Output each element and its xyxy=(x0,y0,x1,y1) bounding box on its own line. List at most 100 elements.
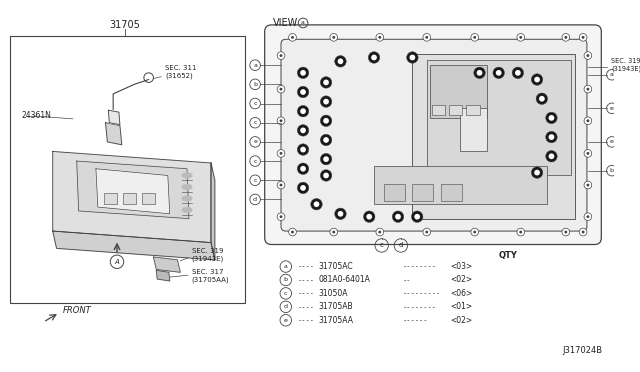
Text: d: d xyxy=(253,197,257,202)
Text: 31050A: 31050A xyxy=(319,289,348,298)
Bar xyxy=(10,36,244,303)
Circle shape xyxy=(376,33,383,41)
Polygon shape xyxy=(77,161,189,219)
Circle shape xyxy=(474,67,485,78)
Circle shape xyxy=(493,67,504,78)
Text: ----: ---- xyxy=(298,317,314,323)
Circle shape xyxy=(412,211,423,222)
Bar xyxy=(466,105,479,115)
Circle shape xyxy=(586,54,589,57)
Circle shape xyxy=(311,199,322,210)
Text: ---------: --------- xyxy=(403,291,441,296)
Polygon shape xyxy=(108,110,120,125)
Circle shape xyxy=(548,134,554,140)
Circle shape xyxy=(280,54,282,57)
Circle shape xyxy=(584,150,592,157)
FancyBboxPatch shape xyxy=(281,39,587,231)
Circle shape xyxy=(477,70,483,76)
Bar xyxy=(123,193,136,204)
Circle shape xyxy=(364,211,375,222)
Circle shape xyxy=(332,36,335,39)
Text: A: A xyxy=(115,259,120,265)
Circle shape xyxy=(564,36,567,39)
Circle shape xyxy=(368,52,380,63)
Ellipse shape xyxy=(182,173,192,178)
Polygon shape xyxy=(106,123,122,145)
Text: c: c xyxy=(284,291,287,296)
Circle shape xyxy=(579,228,587,236)
Circle shape xyxy=(517,33,525,41)
Circle shape xyxy=(280,152,282,155)
Circle shape xyxy=(300,166,306,171)
Circle shape xyxy=(277,150,285,157)
FancyBboxPatch shape xyxy=(265,25,602,244)
Text: 31705AA: 31705AA xyxy=(319,316,353,325)
Text: ----: ---- xyxy=(298,277,314,283)
Circle shape xyxy=(323,118,329,124)
Text: 24361N: 24361N xyxy=(21,110,51,119)
Circle shape xyxy=(298,105,309,117)
Circle shape xyxy=(323,99,329,105)
Text: a: a xyxy=(301,20,305,25)
Circle shape xyxy=(280,184,282,186)
Circle shape xyxy=(426,36,428,39)
Text: d: d xyxy=(284,304,288,310)
Circle shape xyxy=(546,112,557,124)
Circle shape xyxy=(378,36,381,39)
Circle shape xyxy=(371,55,377,60)
Bar xyxy=(449,105,462,115)
Circle shape xyxy=(378,231,381,234)
Text: <06>: <06> xyxy=(451,289,473,298)
Circle shape xyxy=(546,151,557,162)
Text: SEC. 319
(31943E): SEC. 319 (31943E) xyxy=(192,248,224,262)
Circle shape xyxy=(291,36,294,39)
Ellipse shape xyxy=(182,196,192,201)
Circle shape xyxy=(320,77,332,88)
Text: <02>: <02> xyxy=(451,316,473,325)
Circle shape xyxy=(298,163,309,174)
Text: --: -- xyxy=(403,277,412,283)
Circle shape xyxy=(426,231,428,234)
Circle shape xyxy=(277,117,285,125)
Circle shape xyxy=(298,182,309,194)
Text: ------: ------ xyxy=(403,317,428,323)
Text: a: a xyxy=(284,264,288,269)
Circle shape xyxy=(579,33,587,41)
Circle shape xyxy=(582,231,584,234)
Circle shape xyxy=(300,128,306,133)
Circle shape xyxy=(280,88,282,90)
Circle shape xyxy=(323,156,329,162)
Circle shape xyxy=(395,214,401,219)
Circle shape xyxy=(335,55,346,67)
Circle shape xyxy=(366,214,372,219)
Text: ----: ---- xyxy=(298,291,314,296)
Circle shape xyxy=(531,167,543,178)
Circle shape xyxy=(562,33,570,41)
Circle shape xyxy=(548,153,554,159)
Circle shape xyxy=(337,58,343,64)
Bar xyxy=(431,105,445,115)
Circle shape xyxy=(539,96,545,102)
Bar xyxy=(460,108,487,151)
Text: SEC. 311
(31652): SEC. 311 (31652) xyxy=(165,65,196,79)
Text: J317024B: J317024B xyxy=(562,346,602,355)
Circle shape xyxy=(277,85,285,93)
Text: <03>: <03> xyxy=(451,262,473,271)
Text: 31705AC: 31705AC xyxy=(319,262,353,271)
Circle shape xyxy=(584,85,592,93)
Circle shape xyxy=(298,67,309,78)
Circle shape xyxy=(584,181,592,189)
Text: 081A0-6401A: 081A0-6401A xyxy=(319,276,371,285)
Circle shape xyxy=(376,228,383,236)
Circle shape xyxy=(320,170,332,181)
Text: <01>: <01> xyxy=(451,302,473,311)
Text: e: e xyxy=(253,140,257,144)
Text: c: c xyxy=(253,178,257,183)
Bar xyxy=(427,60,571,176)
Circle shape xyxy=(512,67,524,78)
Text: c: c xyxy=(253,158,257,164)
Circle shape xyxy=(323,80,329,85)
Ellipse shape xyxy=(182,208,192,212)
Text: <02>: <02> xyxy=(451,276,473,285)
Circle shape xyxy=(320,115,332,126)
